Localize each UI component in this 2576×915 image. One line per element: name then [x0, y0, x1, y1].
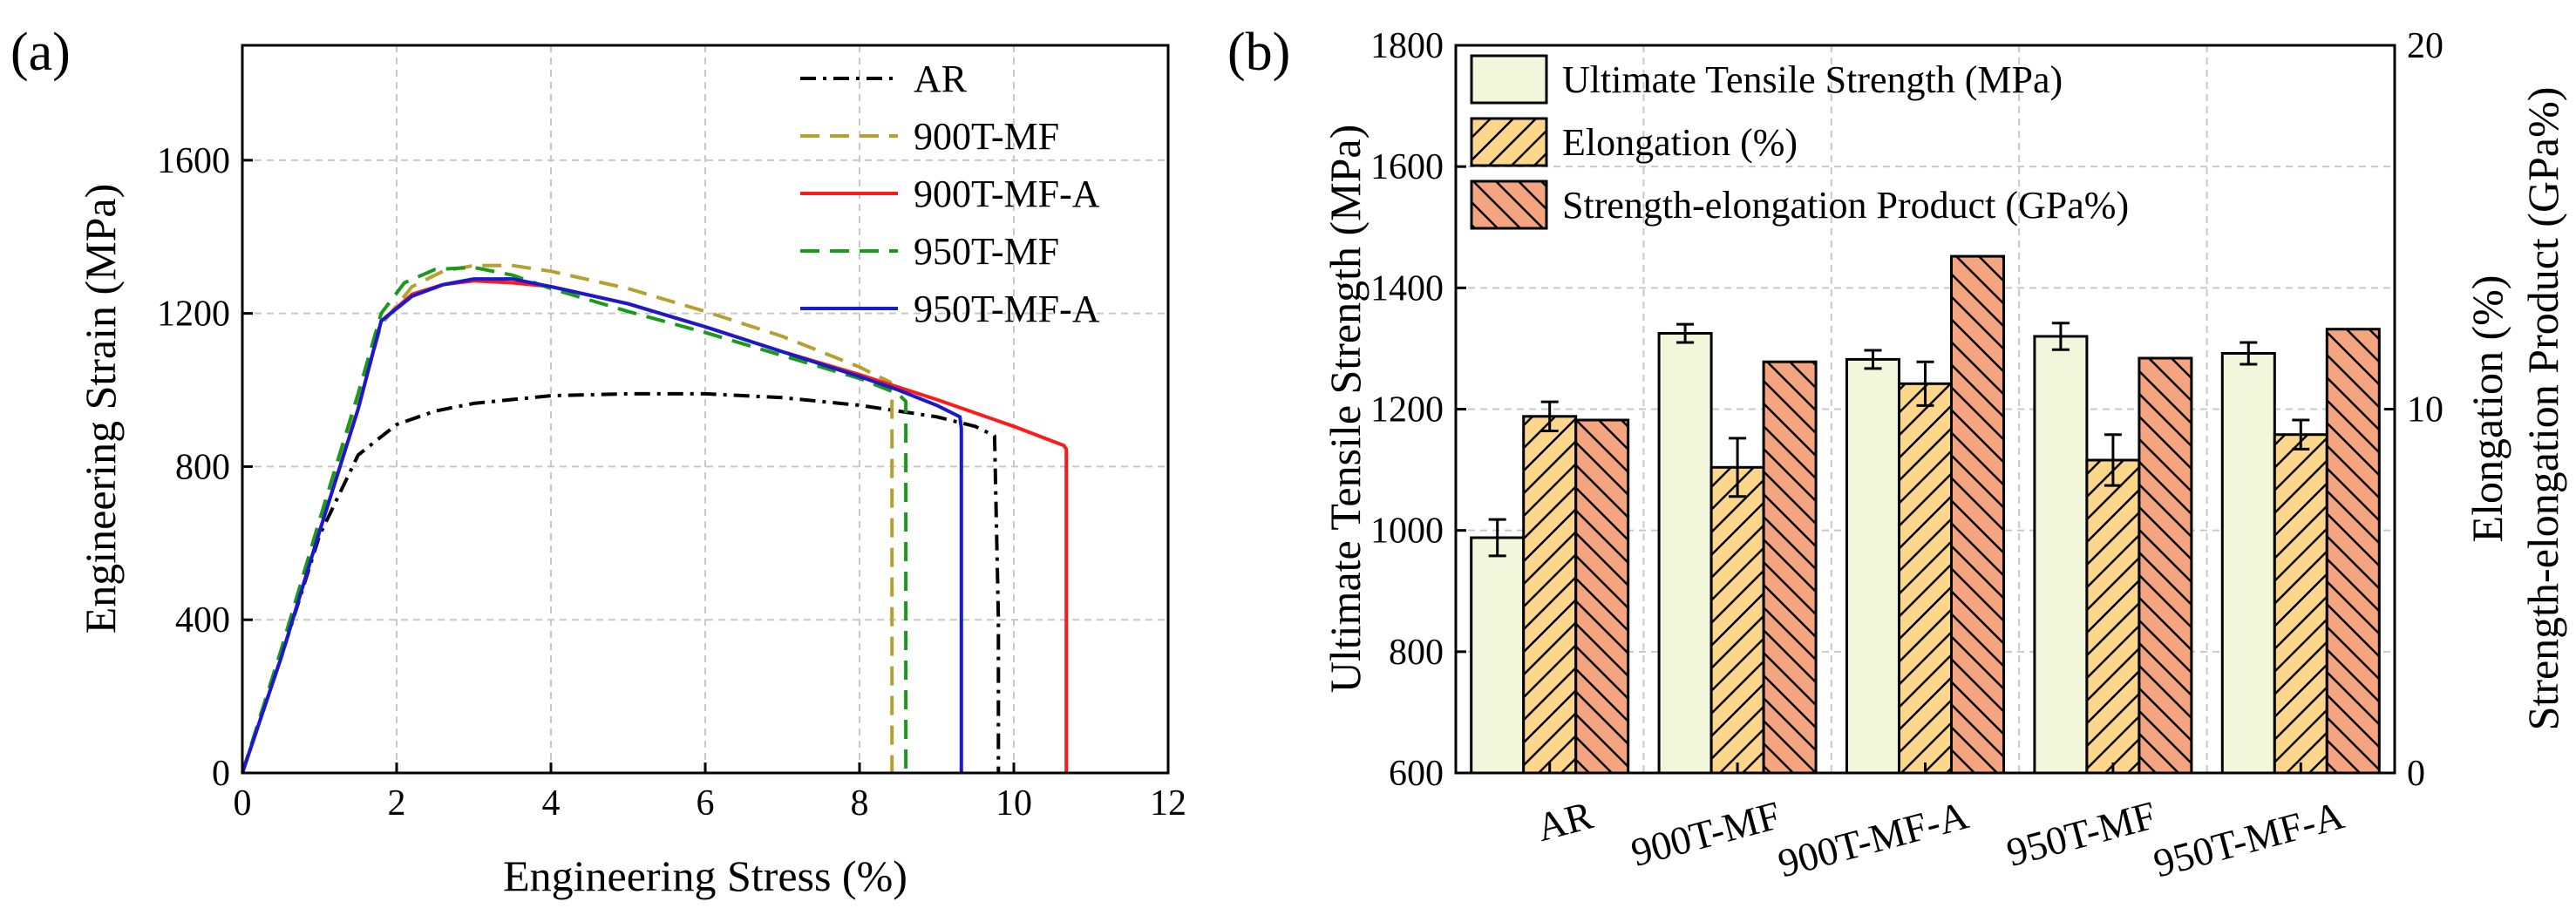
error-bar-950t-mf-a-0	[2240, 341, 2258, 366]
panel-b-bars	[1470, 254, 2381, 775]
x-tick-label: 6	[697, 783, 715, 824]
y-tick-label: 400	[175, 600, 230, 640]
bar-950t-mf-a-0	[2220, 352, 2276, 775]
category-label: AR	[1532, 792, 1597, 850]
y-tick-label: 1200	[157, 295, 230, 335]
legend-swatch-1	[1470, 117, 1548, 167]
b-left-tick-label: 1200	[1370, 390, 1444, 430]
b-left-tick-label: 800	[1389, 633, 1444, 673]
b-left-tick-label: 1800	[1370, 26, 1444, 66]
legend-swatch-0	[1470, 54, 1548, 105]
series-line-950t-mf	[241, 265, 908, 774]
y-tick-label: 0	[212, 754, 230, 794]
bar-950t-mf-0	[2033, 335, 2089, 775]
error-bar-950t-mf-a-1	[2292, 418, 2310, 451]
legend-label-0: Ultimate Tensile Strength (MPa)	[1562, 58, 2063, 101]
b-left-tick-label: 1400	[1370, 268, 1444, 308]
bar-ar-1	[1522, 415, 1578, 775]
panel-b-right-axis-label-elongation: Elongation (%)	[2463, 275, 2511, 543]
legend-label-1: Elongation (%)	[1562, 121, 1798, 164]
series-line-900t-mf	[241, 263, 894, 774]
panel-b-left-axis-label: Ultimate Tensile Strength (MPa)	[1321, 125, 1370, 693]
panel-a-label: (a)	[10, 23, 71, 82]
panel-b-right-axis-label-product: Strength-elongation Product (GPa%)	[2518, 87, 2567, 731]
bar-ar-0	[1470, 536, 1526, 775]
legend-label-900t-mf-a: 900T-MF-A	[914, 173, 1100, 215]
error-bar-ar-0	[1488, 518, 1506, 558]
b-left-tick-label: 1000	[1370, 512, 1444, 552]
x-tick-label: 10	[996, 783, 1032, 824]
panel-a-grid	[242, 45, 1168, 773]
panel-a-x-axis-label: Engineering Stress (%)	[503, 851, 907, 900]
error-bar-950t-mf-0	[2051, 322, 2070, 351]
panel-a-line-chart: (a) 0 2 4 6 8 10 12 0 400 800 1200 1600 Engineering…	[10, 23, 1186, 900]
error-bar-900t-mf-0	[1676, 322, 1695, 344]
panel-b-label: (b)	[1227, 23, 1290, 82]
legend-label-ar: AR	[914, 58, 968, 100]
y-tick-label: 800	[175, 447, 230, 487]
bar-900t-mf-a-2	[1950, 254, 2005, 775]
error-bar-900t-mf-1	[1729, 437, 1747, 498]
legend-label-950t-mf: 950T-MF	[914, 230, 1059, 273]
b-right-tick-label: 0	[2407, 754, 2425, 794]
b-left-tick-label: 1600	[1370, 147, 1444, 187]
panel-a-legend: AR 900T-MF 900T-MF-A 950T-MF 950T-MF-A	[800, 58, 1100, 330]
legend-label-2: Strength-elongation Product (GPa%)	[1562, 184, 2129, 227]
error-bar-950t-mf-1	[2104, 433, 2122, 487]
legend-label-950t-mf-a: 950T-MF-A	[914, 288, 1100, 330]
bar-900t-mf-a-1	[1898, 382, 1953, 775]
bar-900t-mf-1	[1709, 465, 1765, 775]
bar-ar-2	[1574, 418, 1630, 775]
category-label: 900T-MF	[1627, 792, 1785, 874]
x-tick-label: 8	[851, 783, 869, 824]
b-right-tick-label: 20	[2407, 26, 2443, 66]
bar-900t-mf-0	[1657, 332, 1713, 775]
error-bar-900t-mf-a-0	[1864, 349, 1882, 370]
panel-b-legend: Ultimate Tensile Strength (MPa) Elongatio…	[1470, 54, 2129, 230]
legend-swatch-2	[1470, 180, 1548, 230]
bar-950t-mf-a-2	[2325, 328, 2381, 775]
b-left-tick-label: 600	[1389, 754, 1444, 794]
bar-900t-mf-2	[1762, 360, 1818, 775]
panel-a-series-lines	[241, 263, 1069, 774]
category-label: 950T-MF	[2002, 792, 2161, 874]
panel-a-y-axis-label: Engineering Strain (MPa)	[76, 184, 125, 634]
bar-950t-mf-a-1	[2273, 433, 2328, 775]
y-tick-label: 1600	[157, 141, 230, 181]
x-tick-label: 12	[1150, 783, 1186, 824]
x-tick-label: 4	[542, 783, 561, 824]
category-label: 900T-MF-A	[1773, 792, 1973, 885]
series-line-900t-mf-a	[241, 279, 1069, 774]
bar-950t-mf-2	[2138, 356, 2193, 775]
legend-label-900t-mf: 900T-MF	[914, 115, 1059, 158]
panel-b-ticks: 600 800 1000 1200 1400 1600 1800 0 10 20	[1370, 26, 2443, 794]
error-bar-900t-mf-a-1	[1916, 360, 1934, 407]
error-bar-ar-1	[1540, 400, 1559, 433]
series-line-ar	[241, 391, 1001, 774]
panel-b-bar-chart: (b) 600 800 1000 1200 1400 1600 1800 0 10 20 Ulti…	[1227, 23, 2567, 885]
series-line-950t-mf-a	[241, 277, 963, 774]
panel-a-ticks: 0 2 4 6 8 10 12 0 400 800 1200 1600	[157, 141, 1186, 824]
category-label: 950T-MF-A	[2149, 792, 2348, 885]
b-right-tick-label: 10	[2407, 390, 2443, 430]
bar-950t-mf-1	[2085, 458, 2141, 775]
x-tick-label: 2	[388, 783, 406, 824]
bar-900t-mf-a-0	[1845, 357, 1900, 775]
x-tick-label: 0	[234, 783, 252, 824]
